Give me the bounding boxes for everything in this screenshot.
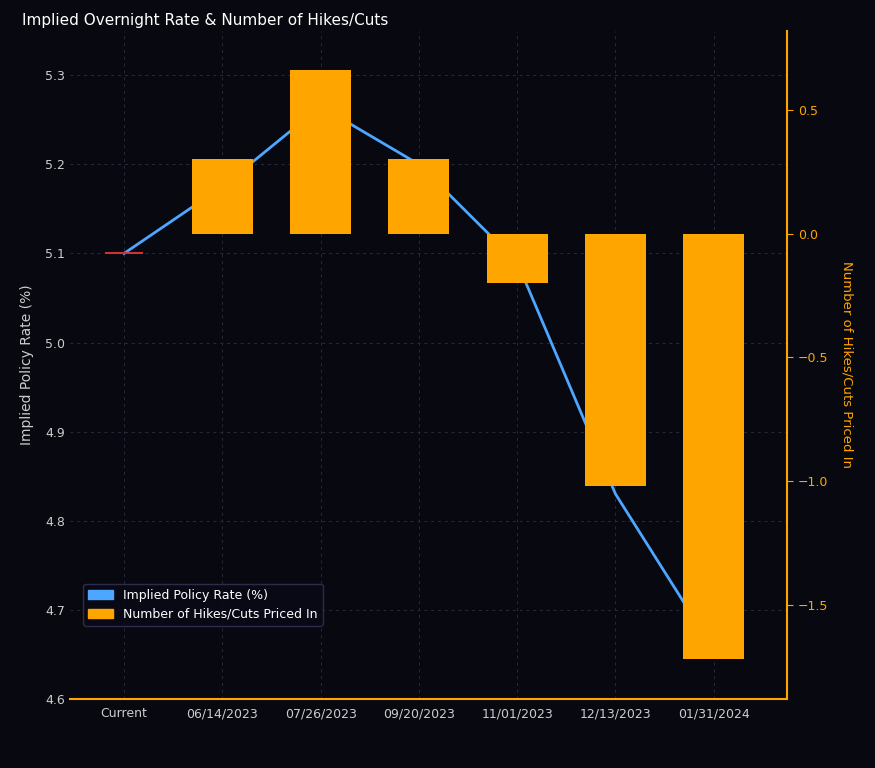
Legend: Implied Policy Rate (%), Number of Hikes/Cuts Priced In: Implied Policy Rate (%), Number of Hikes… (83, 584, 323, 626)
Bar (192, 160, 253, 233)
Text: Implied Overnight Rate & Number of Hikes/Cuts: Implied Overnight Rate & Number of Hikes… (22, 13, 388, 28)
Bar (487, 233, 548, 283)
Bar (388, 160, 450, 233)
Y-axis label: Implied Policy Rate (%): Implied Policy Rate (%) (20, 284, 34, 445)
Bar (585, 233, 646, 486)
Bar (290, 71, 351, 233)
Y-axis label: Number of Hikes/Cuts Priced In: Number of Hikes/Cuts Priced In (840, 261, 853, 468)
Bar (683, 233, 745, 659)
